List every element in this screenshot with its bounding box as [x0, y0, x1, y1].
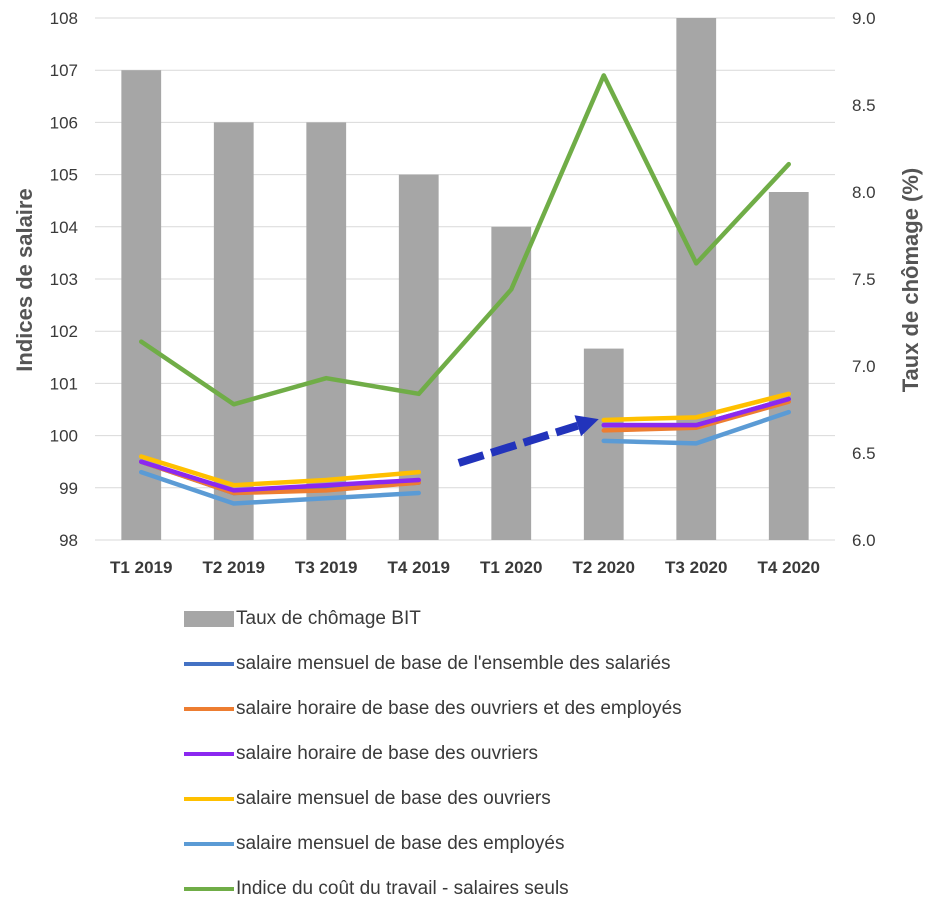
line-series-group	[139, 73, 791, 506]
y2-tick-label: 9.0	[852, 9, 876, 28]
y2-tick-label: 8.5	[852, 96, 876, 115]
line-series	[139, 391, 791, 488]
legend-item: salaire mensuel de base des ouvriers	[184, 776, 682, 821]
y-tick-label: 100	[50, 427, 78, 446]
legend-label: salaire horaire de base des ouvriers	[236, 742, 539, 764]
series-line	[139, 454, 421, 488]
y-tick-label: 102	[50, 322, 78, 341]
legend-item: Indice du coût du travail - salaires seu…	[184, 866, 682, 911]
legend-label: salaire horaire de base des ouvriers et …	[236, 697, 682, 719]
legend-item: Taux de chômage BIT	[184, 596, 682, 641]
y-tick-label: 99	[59, 479, 78, 498]
line-series	[139, 73, 791, 407]
series-line	[139, 469, 421, 506]
series-line	[601, 399, 791, 433]
legend: Taux de chômage BIT salaire mensuel de ba…	[184, 596, 682, 911]
series-line	[601, 409, 791, 446]
legend-label: salaire mensuel de base des employés	[236, 832, 565, 854]
legend-swatch	[184, 796, 234, 801]
y-tick-label: 107	[50, 61, 78, 80]
y-axis-title: Indices de salaire	[12, 188, 37, 371]
arrow-shaft	[457, 421, 579, 467]
y2-tick-label: 8.0	[852, 183, 876, 202]
x-tick-label: T2 2019	[203, 558, 265, 577]
y-tick-label: 105	[50, 166, 78, 185]
arrow-head	[574, 415, 599, 437]
x-tick-label: T2 2020	[573, 558, 635, 577]
legend-label: Taux de chômage BIT	[236, 607, 421, 629]
y-tick-label: 108	[50, 9, 78, 28]
legend-swatch	[184, 610, 234, 627]
y2-tick-label: 7.0	[852, 357, 876, 376]
line-series	[139, 396, 791, 493]
y-tick-label: 98	[59, 531, 78, 550]
legend-swatch	[184, 886, 234, 891]
series-line	[139, 73, 791, 407]
legend-item: salaire mensuel de base de l'ensemble de…	[184, 641, 682, 686]
legend-swatch	[184, 706, 234, 711]
x-tick-label: T1 2020	[480, 558, 542, 577]
y2-tick-label: 7.5	[852, 270, 876, 289]
series-line	[139, 459, 421, 493]
y-tick-label: 106	[50, 113, 78, 132]
legend-label: salaire mensuel de base des ouvriers	[236, 787, 551, 809]
line-series	[139, 409, 791, 506]
x-axis-ticks: T1 2019 T2 2019 T3 2019 T4 2019 T1 2020 T2 20…	[110, 558, 820, 577]
bar	[121, 70, 162, 540]
legend-swatch	[184, 751, 234, 756]
y2-tick-label: 6.0	[852, 531, 876, 550]
y-tick-label: 103	[50, 270, 78, 289]
right-axis-ticks: 6.0 6.5 7.0 7.5 8.0 8.5 9.0	[852, 9, 876, 550]
x-tick-label: T4 2020	[758, 558, 820, 577]
legend-item: salaire horaire de base des ouvriers	[184, 731, 682, 776]
bar	[583, 348, 624, 540]
legend-item: salaire mensuel de base des employés	[184, 821, 682, 866]
bar	[768, 192, 809, 540]
legend-item: salaire horaire de base des ouvriers et …	[184, 686, 682, 731]
legend-swatch	[184, 841, 234, 846]
y-tick-label: 104	[50, 218, 78, 237]
series-line	[601, 396, 791, 428]
x-tick-label: T1 2019	[110, 558, 172, 577]
legend-swatch	[184, 661, 234, 666]
y2-tick-label: 6.5	[852, 444, 876, 463]
bar	[491, 226, 532, 541]
y-tick-label: 101	[50, 374, 78, 393]
bar	[213, 122, 254, 541]
legend-label: Indice du coût du travail - salaires seu…	[236, 877, 569, 899]
x-tick-label: T4 2019	[388, 558, 450, 577]
legend-label: salaire mensuel de base de l'ensemble de…	[236, 652, 671, 674]
x-tick-label: T3 2019	[295, 558, 357, 577]
bar	[676, 18, 717, 540]
series-line	[601, 391, 791, 423]
x-tick-label: T3 2020	[665, 558, 727, 577]
chart: 98 99 100 101 102 103 104 105 106 107 108 6.0 6.5 7.…	[12, 9, 923, 577]
annotation-arrow	[457, 415, 599, 467]
bar	[306, 122, 347, 541]
y2-axis-title: Taux de chômage (%)	[898, 168, 923, 393]
left-axis-ticks: 98 99 100 101 102 103 104 105 106 107 108	[50, 9, 78, 550]
